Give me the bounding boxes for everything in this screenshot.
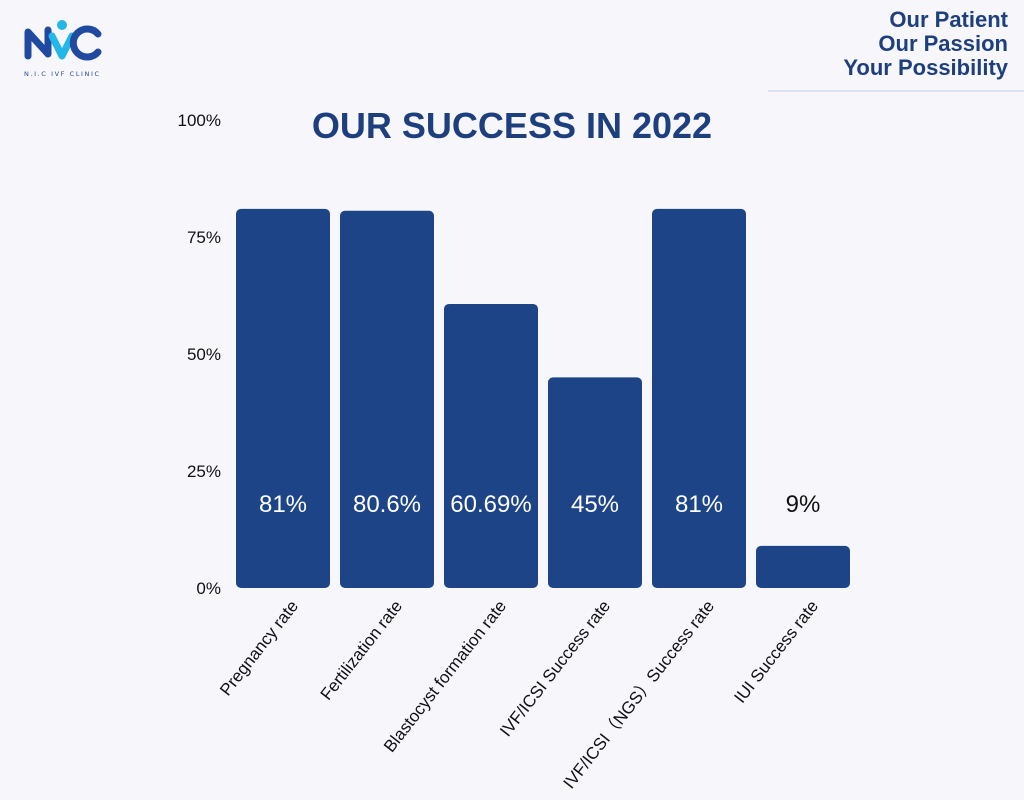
- y-tick-label: 100%: [178, 111, 221, 130]
- bar: [236, 208, 330, 589]
- value-label: 60.69%: [450, 491, 531, 518]
- bar: [756, 545, 850, 588]
- value-label: 81%: [675, 491, 723, 518]
- bars: [236, 208, 850, 589]
- bar: [340, 210, 434, 589]
- value-labels: 81% 80.6% 60.69% 45% 81% 9%: [259, 491, 820, 518]
- bar: [652, 208, 746, 589]
- category-label: IVF/ICSI Success rate: [496, 597, 614, 740]
- tagline-line-2: Our Passion: [878, 31, 1008, 56]
- nic-logo-icon: [24, 20, 102, 61]
- y-tick-label: 25%: [187, 462, 221, 481]
- y-tick-label: 75%: [187, 228, 221, 247]
- tagline-line-1: Our Patient: [889, 7, 1008, 32]
- category-label: Fertilization rate: [317, 597, 406, 704]
- category-label: Blastocyst formation rate: [380, 597, 510, 756]
- clinic-logo: [22, 14, 112, 84]
- category-label: Pregnancy rate: [216, 597, 302, 700]
- y-tick-label: 50%: [187, 345, 221, 364]
- tagline-divider: [768, 90, 1024, 92]
- value-label: 81%: [259, 491, 307, 518]
- value-label: 80.6%: [353, 491, 421, 518]
- y-axis-ticks: 0% 25% 50% 75% 100%: [178, 111, 221, 598]
- bar: [444, 303, 538, 588]
- tagline-line-3: Your Possibility: [843, 55, 1008, 80]
- value-label: 9%: [786, 491, 821, 518]
- chart-title: OUR SUCCESS IN 2022: [312, 105, 712, 146]
- logo-caption: N.I.C IVF CLINIC: [24, 70, 101, 78]
- category-label: IUI Success rate: [730, 597, 822, 707]
- y-tick-label: 0%: [196, 579, 221, 598]
- bar: [548, 377, 642, 588]
- category-labels: Pregnancy rate Fertilization rateBlastocy…: [216, 597, 822, 793]
- value-label: 45%: [571, 491, 619, 518]
- tagline: Our Patient Our Passion Your Possibility: [843, 8, 1008, 80]
